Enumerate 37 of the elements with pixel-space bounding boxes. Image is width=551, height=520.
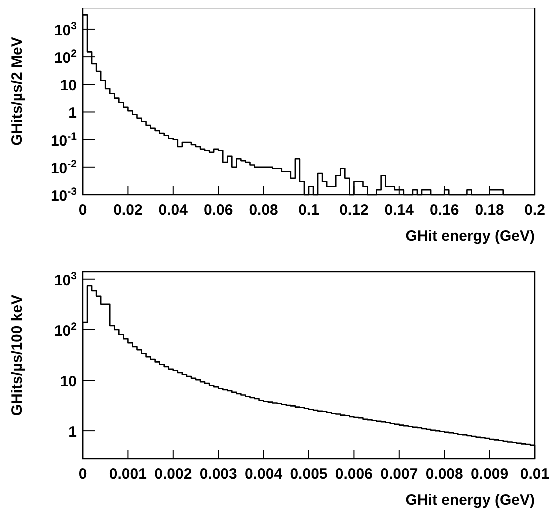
x-tick-label: 0.003 (200, 466, 238, 483)
y-tick-label: 1 (68, 424, 77, 442)
x-tick-label: 0.18 (475, 202, 504, 219)
x-tick-label: 0.01 (520, 466, 550, 483)
x-axis-title: GHit energy (GeV) (406, 228, 535, 245)
x-tick-label: 0.16 (430, 202, 460, 219)
x-tick-label: 0.02 (114, 202, 143, 219)
y-tick-label: 10$^{-2}$ (50, 158, 78, 178)
x-tick-label: 0 (78, 466, 88, 483)
y-tick-label: 1 (68, 105, 77, 122)
y-tick-label: 10 (60, 373, 77, 390)
x-tick-label: 0.08 (249, 202, 278, 219)
x-tick-label: 0.12 (340, 202, 369, 219)
x-tick-label: 0.004 (245, 466, 284, 483)
x-tick-label: 0.2 (524, 202, 546, 219)
x-tick-label: 0.006 (335, 466, 373, 483)
y-tick-label: 10$^{-1}$ (50, 130, 78, 150)
x-tick-label: 0.009 (471, 466, 509, 483)
x-tick-label: 0.002 (154, 466, 192, 483)
x-tick-label: 0.06 (204, 202, 234, 219)
x-tick-label: 0 (78, 202, 88, 219)
y-axis-title: GHits/µs/100 keV (9, 294, 26, 416)
x-tick-label: 0.04 (158, 202, 189, 219)
y-tick-label: 10$^{-3}$ (50, 186, 78, 205)
y-tick-label: 10$^{3}$ (54, 20, 78, 40)
y-tick-label: 10 (60, 78, 77, 95)
x-tick-label: 0.14 (384, 202, 415, 219)
y-tick-label: 10$^{2}$ (54, 48, 78, 68)
y-axis-title: GHits/µs/2 MeV (9, 37, 26, 146)
x-tick-label: 0.005 (290, 466, 328, 483)
y-tick-label: 10$^{3}$ (54, 270, 78, 290)
x-tick-label: 0.001 (109, 466, 147, 483)
x-tick-label: 0.007 (380, 466, 418, 483)
y-tick-label: 10$^{2}$ (54, 320, 78, 340)
x-tick-label: 0.008 (426, 466, 464, 483)
x-axis-title: GHit energy (GeV) (406, 492, 535, 509)
x-tick-label: 0.1 (298, 202, 320, 219)
